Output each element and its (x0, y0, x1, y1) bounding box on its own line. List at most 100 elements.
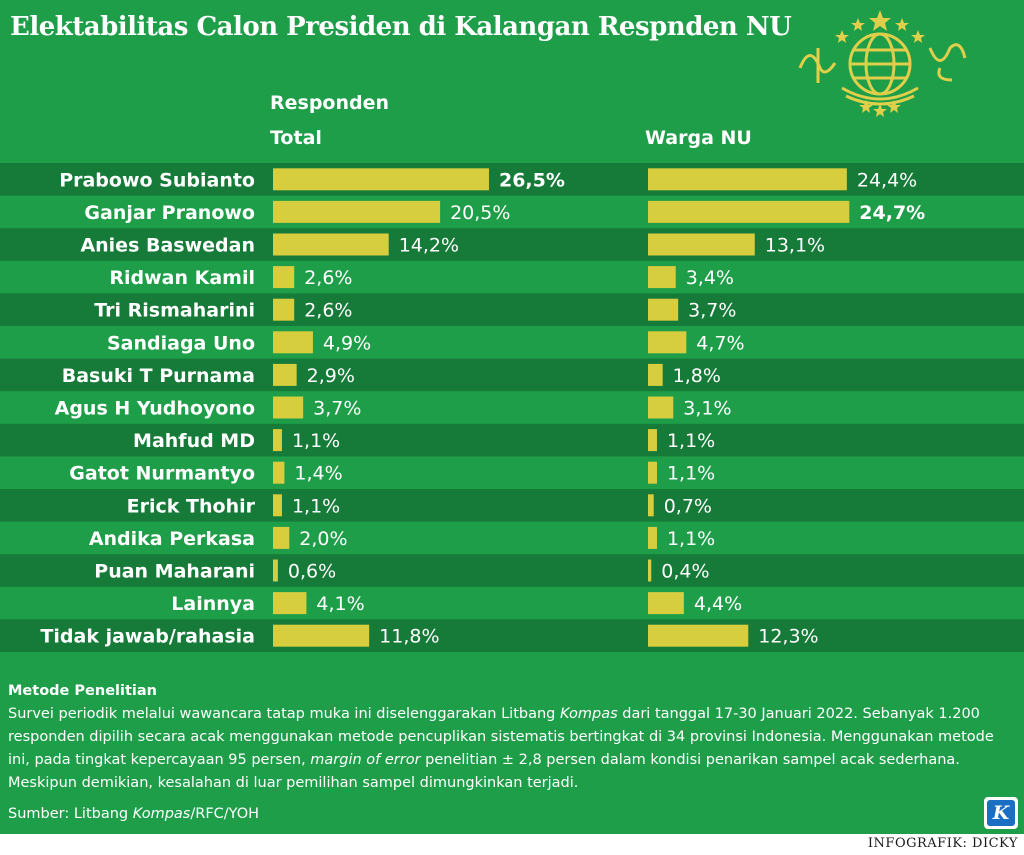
data-label-warga-nu: 0,4% (661, 561, 709, 583)
data-label-warga-nu: 0,7% (664, 495, 712, 517)
data-label-total: 2,6% (304, 300, 352, 322)
bar-total (273, 266, 295, 289)
bar-total (273, 526, 290, 549)
bar-warga-nu (648, 494, 654, 517)
data-label-total: 2,9% (307, 365, 355, 387)
row-band (0, 619, 1024, 652)
data-label-total: 26,5% (499, 169, 565, 191)
methods-text: Survei periodik melalui wawancara tatap … (8, 703, 1018, 795)
bar-total (273, 331, 313, 354)
methods-text-1-italic: Kompas (560, 706, 618, 722)
nu-emblem-icon (798, 10, 967, 117)
data-label-total: 0,6% (288, 561, 336, 583)
kompas-k-letter: K (987, 800, 1015, 826)
data-label-total: 1,1% (292, 430, 340, 452)
category-label: Lainnya (171, 593, 255, 615)
data-label-total: 11,8% (379, 626, 439, 648)
bar-warga-nu (648, 559, 652, 582)
methods-text-3: penelitian ± 2,8 persen dalam kondisi pe… (8, 752, 960, 791)
category-label: Gatot Nurmantyo (69, 463, 255, 485)
header-responden: Responden (270, 92, 390, 114)
category-label: Ganjar Pranowo (84, 202, 255, 224)
bar-warga-nu (648, 331, 687, 354)
data-label-total: 1,4% (294, 463, 342, 485)
data-label-warga-nu: 4,4% (694, 593, 742, 615)
methods-text-1: Survei periodik melalui wawancara tatap … (8, 706, 560, 722)
bar-warga-nu (648, 526, 657, 549)
data-label-total: 4,1% (316, 593, 364, 615)
data-label-warga-nu: 1,1% (667, 463, 715, 485)
data-label-warga-nu: 13,1% (765, 235, 825, 257)
category-label: Basuki T Purnama (62, 365, 255, 387)
category-label: Erick Thohir (127, 495, 256, 517)
row-band (0, 358, 1024, 392)
data-label-total: 20,5% (450, 202, 510, 224)
bar-warga-nu (648, 592, 684, 615)
header-total: Total (270, 127, 322, 149)
category-label: Anies Baswedan (80, 235, 255, 257)
category-label: Prabowo Subianto (59, 169, 255, 191)
bar-total (273, 559, 278, 582)
bar-total (273, 461, 285, 484)
methods-block: Metode Penelitian Survei periodik melalu… (8, 680, 1018, 795)
data-label-warga-nu: 12,3% (758, 626, 818, 648)
category-label: Tidak jawab/rahasia (40, 626, 255, 648)
bar-total (273, 200, 441, 223)
data-label-warga-nu: 3,4% (686, 267, 734, 289)
data-label-warga-nu: 3,1% (683, 398, 731, 420)
kompas-k-icon: K (984, 797, 1018, 829)
bar-warga-nu (648, 624, 749, 647)
source-suffix: /RFC/YOH (190, 806, 260, 822)
row-band (0, 489, 1024, 522)
infographic-credit: INFOGRAFIK: DICKY (867, 836, 1018, 851)
bar-warga-nu (648, 429, 657, 452)
bar-warga-nu (648, 266, 676, 289)
bar-warga-nu (648, 396, 674, 419)
data-label-warga-nu: 24,4% (857, 169, 917, 191)
data-label-warga-nu: 1,1% (667, 430, 715, 452)
row-band (0, 293, 1024, 326)
data-label-warga-nu: 24,7% (859, 202, 925, 224)
category-label: Tri Rismaharini (94, 300, 255, 322)
data-label-warga-nu: 4,7% (696, 332, 744, 354)
data-label-warga-nu: 1,1% (667, 528, 715, 550)
category-label: Agus H Yudhoyono (55, 398, 255, 420)
data-label-total: 1,1% (292, 495, 340, 517)
bar-total (273, 494, 282, 517)
data-label-total: 14,2% (399, 235, 459, 257)
category-label: Ridwan Kamil (109, 267, 255, 289)
data-label-warga-nu: 1,8% (673, 365, 721, 387)
methods-title: Metode Penelitian (8, 683, 157, 699)
row-band (0, 163, 1024, 196)
bar-total (273, 168, 489, 191)
bar-total (273, 429, 282, 452)
bar-total (273, 624, 370, 647)
footer-band (0, 834, 1024, 855)
data-label-total: 4,9% (323, 332, 371, 354)
source-note: Sumber: Litbang Kompas/RFC/YOH (8, 806, 259, 822)
chart-title: Elektabilitas Calon Presiden di Kalangan… (10, 12, 792, 42)
category-label: Sandiaga Uno (107, 332, 255, 354)
category-label: Puan Maharani (94, 561, 255, 583)
bar-warga-nu (648, 363, 663, 386)
category-label: Mahfud MD (133, 430, 255, 452)
bar-warga-nu (648, 298, 679, 321)
bar-warga-nu (648, 461, 657, 484)
data-label-total: 3,7% (313, 398, 361, 420)
bar-warga-nu (648, 168, 847, 191)
data-label-total: 2,6% (304, 267, 352, 289)
row-band (0, 554, 1024, 587)
header-warga-nu: Warga NU (645, 127, 752, 149)
methods-text-2: dari tanggal 17-30 Januari 2022. Sebanya… (8, 706, 994, 768)
methods-text-2-italic: margin of error (310, 752, 421, 768)
bar-total (273, 233, 389, 256)
source-prefix: Sumber: Litbang (8, 806, 133, 822)
bar-warga-nu (648, 233, 755, 256)
bar-warga-nu (648, 200, 850, 223)
data-label-warga-nu: 3,7% (688, 300, 736, 322)
bar-total (273, 396, 304, 419)
row-band (0, 228, 1024, 261)
source-italic: Kompas (132, 806, 191, 822)
category-label: Andika Perkasa (89, 528, 255, 550)
